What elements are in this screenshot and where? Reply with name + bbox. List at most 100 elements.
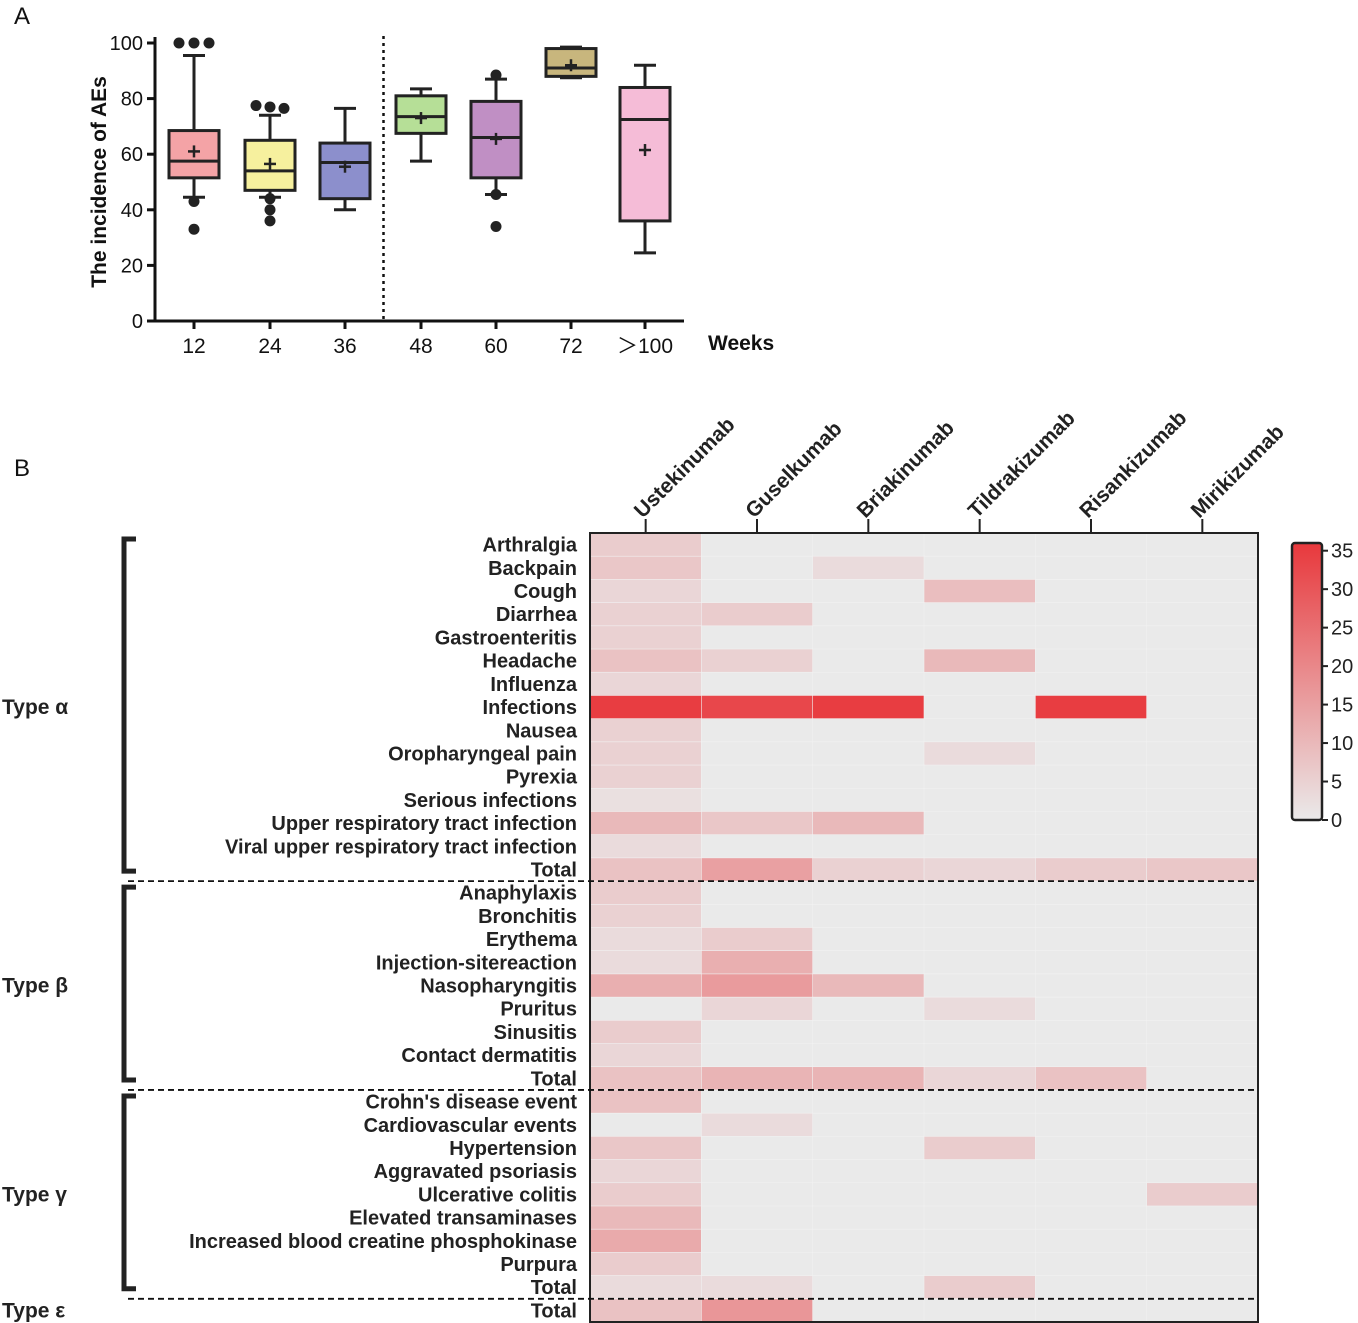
heatmap-cell (589, 1112, 703, 1138)
outlier-point (188, 195, 200, 207)
group-label: Type β (2, 975, 68, 998)
heatmap-cell (701, 950, 814, 975)
heatmap-row (589, 1252, 1259, 1277)
heatmap-cell (1035, 741, 1148, 766)
heatmap-cell (589, 1136, 703, 1161)
heatmap-cell (701, 903, 814, 929)
heatmap-cell (1035, 950, 1148, 975)
y-tick-label: 40 (121, 200, 143, 222)
heatmap-row (589, 1205, 1259, 1230)
heatmap-cell (1146, 602, 1259, 627)
heatmap-cell (1146, 927, 1259, 952)
heatmap-cell (1035, 1205, 1148, 1230)
box-72 (544, 45, 598, 80)
heatmap-row (589, 950, 1259, 975)
heatmap-cell (589, 857, 703, 882)
heatmap-cell (1035, 602, 1148, 627)
heatmap-cell (812, 1205, 925, 1230)
heatmap-cell (1146, 1089, 1259, 1114)
heatmap-cell (1035, 880, 1148, 905)
heatmap-cell (1035, 1112, 1148, 1138)
heatmap-cell (701, 880, 814, 905)
heatmap-cell (701, 1043, 814, 1068)
heatmap-cell (1035, 1159, 1148, 1184)
heatmap-cell (923, 695, 1037, 720)
row-label: Arthralgia (483, 535, 578, 557)
heatmap-cell (701, 1252, 814, 1277)
heatmap-cell (923, 555, 1037, 581)
heatmap-cell (1146, 579, 1259, 604)
heatmap-cell (701, 996, 814, 1022)
row-label: Sinusitis (494, 1022, 577, 1044)
heatmap-cell (1035, 1043, 1148, 1068)
heatmap-cell (1146, 1205, 1259, 1230)
heatmap-cell (1035, 834, 1148, 859)
heatmap-row (589, 718, 1259, 743)
heatmap-cell (923, 532, 1037, 557)
column-label: Mirikizumab (1187, 420, 1289, 522)
heatmap-cell (923, 1252, 1037, 1277)
heatmap-cell (701, 834, 814, 859)
row-label: Elevated transaminases (349, 1208, 577, 1230)
heatmap-cell (1146, 1159, 1259, 1184)
outlier-point (264, 101, 276, 113)
heatmap-cell (701, 811, 814, 836)
boxplot-panel-a: 0 20 40 60 80 100 12 24 36 48 60 72 ＞100 The incidenc… (88, 33, 774, 358)
heatmap-cell (1146, 741, 1259, 766)
heatmap-cell (701, 764, 814, 789)
column-label: Ustekinumab (630, 413, 740, 523)
heatmap-cell (812, 1089, 925, 1114)
heatmap-cell (589, 671, 703, 697)
heatmap-cell (1146, 532, 1259, 557)
row-label: Pruritus (500, 999, 577, 1021)
y-tick-label: 60 (121, 144, 143, 166)
row-label: Erythema (486, 929, 578, 951)
heatmap-cell (589, 903, 703, 929)
row-label: Influenza (490, 674, 578, 696)
heatmap-cell (923, 648, 1037, 673)
x-tick-label: 72 (559, 335, 582, 358)
group-bracket (121, 1093, 136, 1292)
panel-b-letter: B (14, 455, 30, 482)
outlier-point (490, 69, 502, 81)
heatmap-cell (1035, 787, 1148, 813)
heatmap-cell (589, 602, 703, 627)
heatmap-cell (812, 1298, 925, 1323)
heatmap-cell (589, 787, 703, 813)
row-label: Increased blood creatine phosphokinase (189, 1231, 577, 1253)
heatmap-cell (1146, 1066, 1259, 1091)
y-tick-label: 0 (132, 311, 143, 333)
heatmap-cell (1146, 811, 1259, 836)
row-label: Serious infections (404, 790, 577, 812)
heatmap-cell (1035, 695, 1148, 720)
heatmap-cell (812, 811, 925, 836)
heatmap-row (589, 1066, 1259, 1091)
heatmap-cell (701, 1020, 814, 1045)
heatmap-cell (923, 1043, 1037, 1068)
heatmap-row (589, 555, 1259, 581)
heatmap-cell (1035, 579, 1148, 604)
column-label: Briakinumab (853, 416, 959, 522)
heatmap-row (589, 1298, 1259, 1323)
heatmap-cell (923, 718, 1037, 743)
heatmap-row (589, 927, 1259, 952)
box-48 (394, 87, 448, 163)
heatmap-cell (923, 996, 1037, 1022)
x-tick-label: 36 (333, 335, 356, 358)
heatmap-cell (812, 579, 925, 604)
heatmap-cell (589, 625, 703, 650)
heatmap-cell (923, 1066, 1037, 1091)
heatmap-cell (1035, 764, 1148, 789)
heatmap-cell (812, 532, 925, 557)
heatmap-cell (1035, 1228, 1148, 1254)
heatmap-cell (1146, 880, 1259, 905)
heatmap-row (589, 857, 1259, 882)
heatmap-row (589, 625, 1259, 650)
row-label: Upper respiratory tract infection (271, 813, 577, 835)
heatmap-cell (812, 1136, 925, 1161)
heatmap-cell (701, 857, 814, 882)
x-tick-label: 60 (484, 335, 507, 358)
outlier-point (278, 102, 290, 114)
heatmap-cell (589, 811, 703, 836)
